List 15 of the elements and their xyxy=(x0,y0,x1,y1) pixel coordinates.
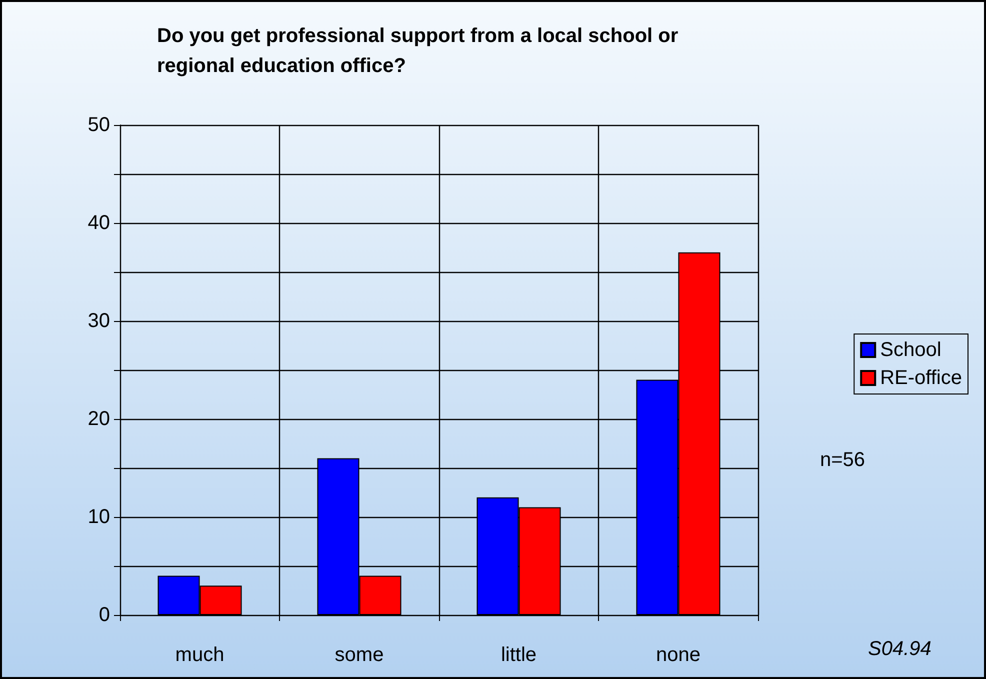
text: n=56 xyxy=(820,449,866,471)
x-tick-label: much xyxy=(175,644,224,666)
x-tick-label: some xyxy=(334,644,384,666)
y-tick-label: 10 xyxy=(88,506,110,528)
legend-label: School xyxy=(880,339,942,361)
y-tick-label: 40 xyxy=(88,212,110,234)
text: S04.94 xyxy=(868,638,932,660)
y-tick-label: 20 xyxy=(88,408,110,430)
y-tick-label: 50 xyxy=(88,114,110,136)
x-tick-label: none xyxy=(656,644,700,666)
chart-title: Do you get professional support from a local school or regional education office? xyxy=(157,25,678,77)
y-tick-label: 0 xyxy=(98,604,110,626)
y-tick-label: 30 xyxy=(88,310,110,332)
legend-label: RE-office xyxy=(880,367,962,389)
x-tick-label: little xyxy=(500,644,537,666)
